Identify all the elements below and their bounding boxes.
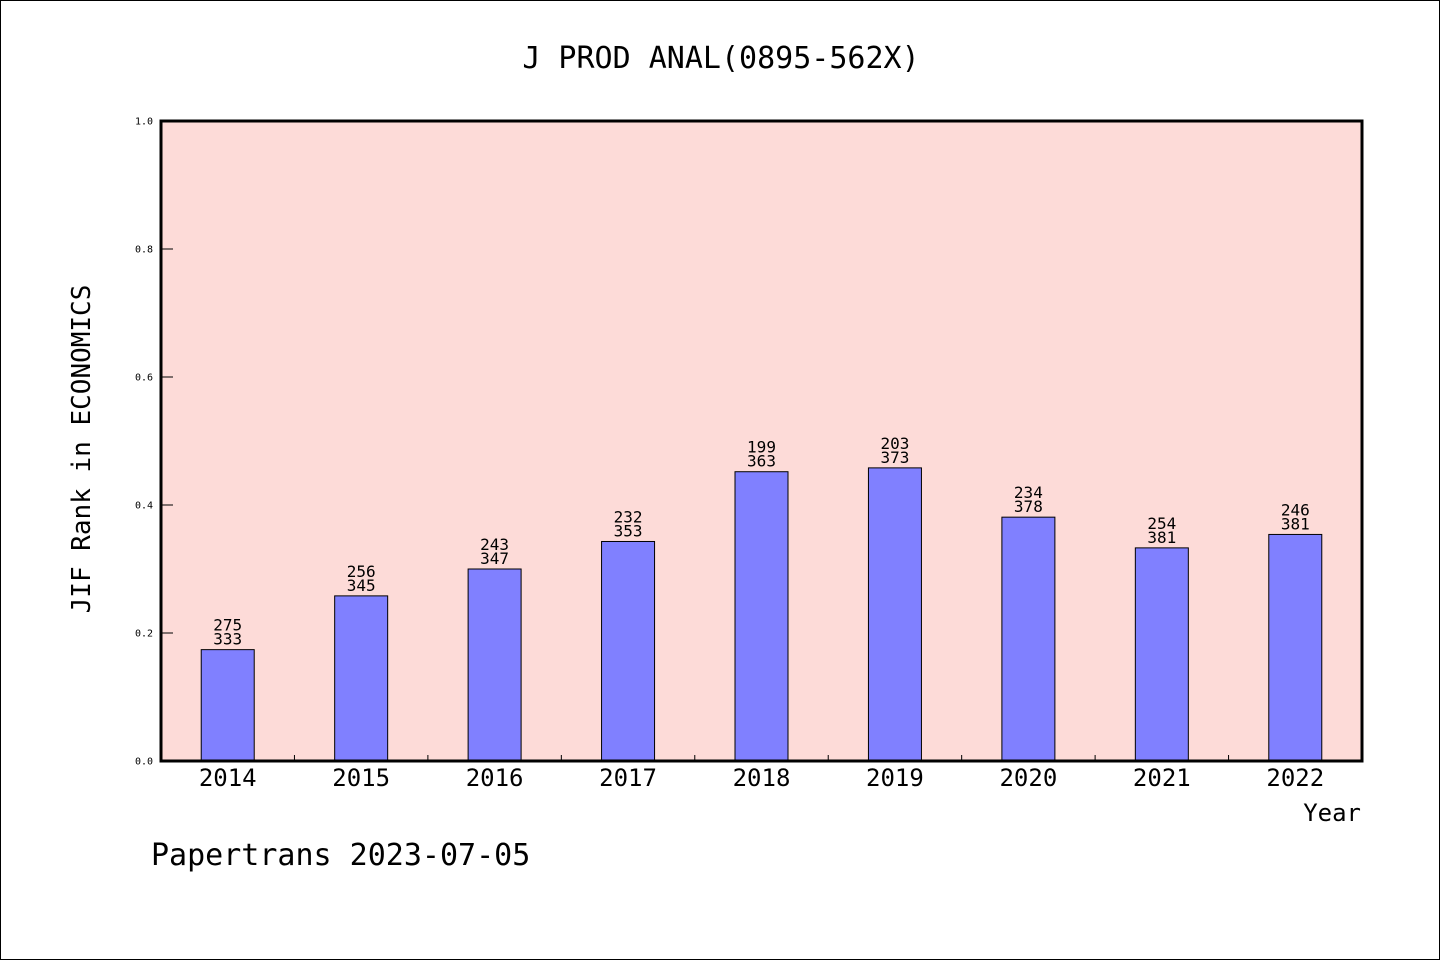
bar-rank-label-2015: 256	[347, 562, 376, 581]
x-tick-label-2020: 2020	[999, 764, 1057, 792]
x-tick-label-2018: 2018	[733, 764, 791, 792]
plot-border	[159, 119, 1364, 763]
bar-2015	[334, 595, 389, 762]
bar-2018	[734, 471, 789, 762]
bar-2017	[601, 540, 656, 762]
x-tick-label-2016: 2016	[466, 764, 524, 792]
bar-total-label-2017: 353	[614, 521, 643, 540]
bar-total-label-2016: 347	[480, 549, 509, 568]
bar-total-label-2021: 381	[1147, 528, 1176, 547]
chart-title: J PROD ANAL(0895-562X)	[522, 41, 919, 76]
x-tick-label-2021: 2021	[1133, 764, 1191, 792]
x-tick-label-2022: 2022	[1266, 764, 1324, 792]
bar-rank-label-2021: 254	[1147, 514, 1176, 533]
bar-rank-label-2016: 243	[480, 535, 509, 554]
bar-rank-label-2014: 275	[213, 616, 242, 635]
bar-total-label-2020: 378	[1014, 497, 1043, 516]
y-tick-label: 0.8	[135, 245, 153, 256]
bar-2019	[867, 467, 922, 762]
y-ticks-group: 0.0 0.2 0.4 0.6 0.8 1.0	[135, 117, 173, 768]
bar-rank-label-2017: 232	[614, 507, 643, 526]
bar-rank-label-2022: 246	[1281, 500, 1310, 519]
bar-2014	[200, 649, 255, 762]
y-tick-label: 0.4	[135, 501, 153, 512]
y-axis-label: JIF Rank in ECONOMICS	[67, 285, 97, 614]
bar-total-label-2018: 363	[747, 452, 776, 471]
bar-total-label-2022: 381	[1281, 514, 1310, 533]
x-tick-label-2015: 2015	[332, 764, 390, 792]
bar-2016	[467, 568, 522, 762]
y-tick-label: 1.0	[135, 117, 153, 128]
bar-2022	[1268, 533, 1323, 762]
x-ticks-group: 2014 2015 2016 2017 2018 2019 2020 2021 2022	[199, 755, 1324, 792]
bar-labels-group: 2753332563452433472323531993632033732343…	[213, 434, 1309, 649]
bar-rank-label-2020: 234	[1014, 483, 1043, 502]
y-tick-label: 0.0	[135, 757, 153, 768]
x-axis-label: Year	[1303, 799, 1361, 827]
bar-rank-label-2018: 199	[747, 438, 776, 457]
y-tick-label: 0.2	[135, 629, 153, 640]
bar-rank-label-2019: 203	[880, 434, 909, 453]
bar-2021	[1134, 547, 1189, 762]
bar-total-label-2014: 333	[213, 630, 242, 649]
x-tick-label-2014: 2014	[199, 764, 257, 792]
bar-total-label-2015: 345	[347, 576, 376, 595]
bar-2020	[1001, 516, 1056, 762]
bars-group	[200, 467, 1323, 762]
x-tick-label-2019: 2019	[866, 764, 924, 792]
bar-total-label-2019: 373	[880, 448, 909, 467]
y-tick-label: 0.6	[135, 373, 153, 384]
x-tick-label-2017: 2017	[599, 764, 657, 792]
footer-text: Papertrans 2023-07-05	[151, 838, 530, 873]
